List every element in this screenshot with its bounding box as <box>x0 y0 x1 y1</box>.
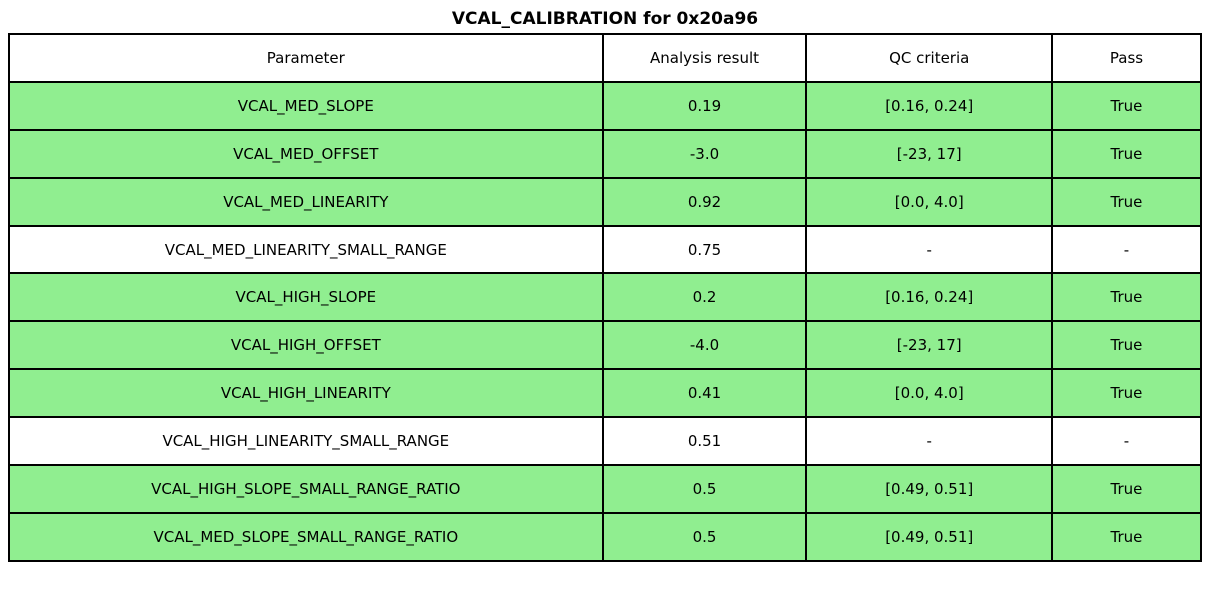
table-row: VCAL_MED_OFFSET -3.0 [-23, 17] True <box>8 128 1203 179</box>
cell-qc-criteria: [-23, 17] <box>805 128 1053 179</box>
table-row: VCAL_HIGH_SLOPE_SMALL_RANGE_RATIO 0.5 [0… <box>8 464 1203 514</box>
cell-pass: True <box>1050 176 1203 227</box>
cell-parameter: VCAL_MED_SLOPE_SMALL_RANGE_RATIO <box>8 511 604 562</box>
cell-analysis-result: 0.5 <box>601 511 808 562</box>
table-row: VCAL_HIGH_LINEARITY 0.41 [0.0, 4.0] True <box>8 368 1203 419</box>
cell-parameter: VCAL_HIGH_SLOPE <box>8 272 604 323</box>
cell-parameter: VCAL_HIGH_OFFSET <box>8 320 604 371</box>
table-header-row: Parameter Analysis result QC criteria Pa… <box>8 33 1203 83</box>
cell-pass: True <box>1050 272 1203 323</box>
column-header-pass: Pass <box>1050 33 1203 83</box>
qc-results-table: Parameter Analysis result QC criteria Pa… <box>8 33 1203 562</box>
table-row: VCAL_MED_LINEARITY_SMALL_RANGE 0.75 - - <box>8 224 1203 275</box>
chart-title: VCAL_CALIBRATION for 0x20a96 <box>451 9 759 29</box>
table-row: VCAL_MED_SLOPE_SMALL_RANGE_RATIO 0.5 [0.… <box>8 511 1203 562</box>
cell-qc-criteria: [0.16, 0.24] <box>805 80 1053 131</box>
cell-pass: - <box>1050 224 1203 275</box>
cell-analysis-result: 0.19 <box>601 80 808 131</box>
column-header-parameter: Parameter <box>8 33 604 83</box>
cell-analysis-result: 0.41 <box>601 368 808 419</box>
cell-parameter: VCAL_MED_OFFSET <box>8 128 604 179</box>
table-row: VCAL_HIGH_SLOPE 0.2 [0.16, 0.24] True <box>8 272 1203 323</box>
column-header-qc-criteria: QC criteria <box>805 33 1053 83</box>
cell-pass: True <box>1050 80 1203 131</box>
cell-parameter: VCAL_MED_LINEARITY_SMALL_RANGE <box>8 224 604 275</box>
cell-pass: True <box>1050 128 1203 179</box>
cell-parameter: VCAL_HIGH_LINEARITY_SMALL_RANGE <box>8 416 604 467</box>
column-header-analysis-result: Analysis result <box>601 33 808 83</box>
cell-pass: - <box>1050 416 1203 467</box>
cell-analysis-result: -3.0 <box>601 128 808 179</box>
cell-qc-criteria: [0.49, 0.51] <box>805 464 1053 514</box>
cell-pass: True <box>1050 511 1203 562</box>
cell-parameter: VCAL_HIGH_LINEARITY <box>8 368 604 419</box>
cell-qc-criteria: [0.0, 4.0] <box>805 368 1053 419</box>
cell-analysis-result: 0.75 <box>601 224 808 275</box>
cell-qc-criteria: [0.16, 0.24] <box>805 272 1053 323</box>
table-row: VCAL_HIGH_LINEARITY_SMALL_RANGE 0.51 - - <box>8 416 1203 467</box>
cell-qc-criteria: - <box>805 416 1053 467</box>
cell-pass: True <box>1050 368 1203 419</box>
cell-qc-criteria: - <box>805 224 1053 275</box>
cell-analysis-result: 0.2 <box>601 272 808 323</box>
cell-qc-criteria: [0.0, 4.0] <box>805 176 1053 227</box>
table-row: VCAL_MED_LINEARITY 0.92 [0.0, 4.0] True <box>8 176 1203 227</box>
cell-pass: True <box>1050 320 1203 371</box>
cell-analysis-result: 0.51 <box>601 416 808 467</box>
cell-analysis-result: -4.0 <box>601 320 808 371</box>
cell-parameter: VCAL_MED_LINEARITY <box>8 176 604 227</box>
cell-qc-criteria: [-23, 17] <box>805 320 1053 371</box>
cell-analysis-result: 0.92 <box>601 176 808 227</box>
cell-qc-criteria: [0.49, 0.51] <box>805 511 1053 562</box>
cell-analysis-result: 0.5 <box>601 464 808 514</box>
table-body: VCAL_MED_SLOPE 0.19 [0.16, 0.24] True VC… <box>8 80 1203 562</box>
cell-parameter: VCAL_HIGH_SLOPE_SMALL_RANGE_RATIO <box>8 464 604 514</box>
table-row: VCAL_HIGH_OFFSET -4.0 [-23, 17] True <box>8 320 1203 371</box>
cell-pass: True <box>1050 464 1203 514</box>
cell-parameter: VCAL_MED_SLOPE <box>8 80 604 131</box>
table-row: VCAL_MED_SLOPE 0.19 [0.16, 0.24] True <box>8 80 1203 131</box>
